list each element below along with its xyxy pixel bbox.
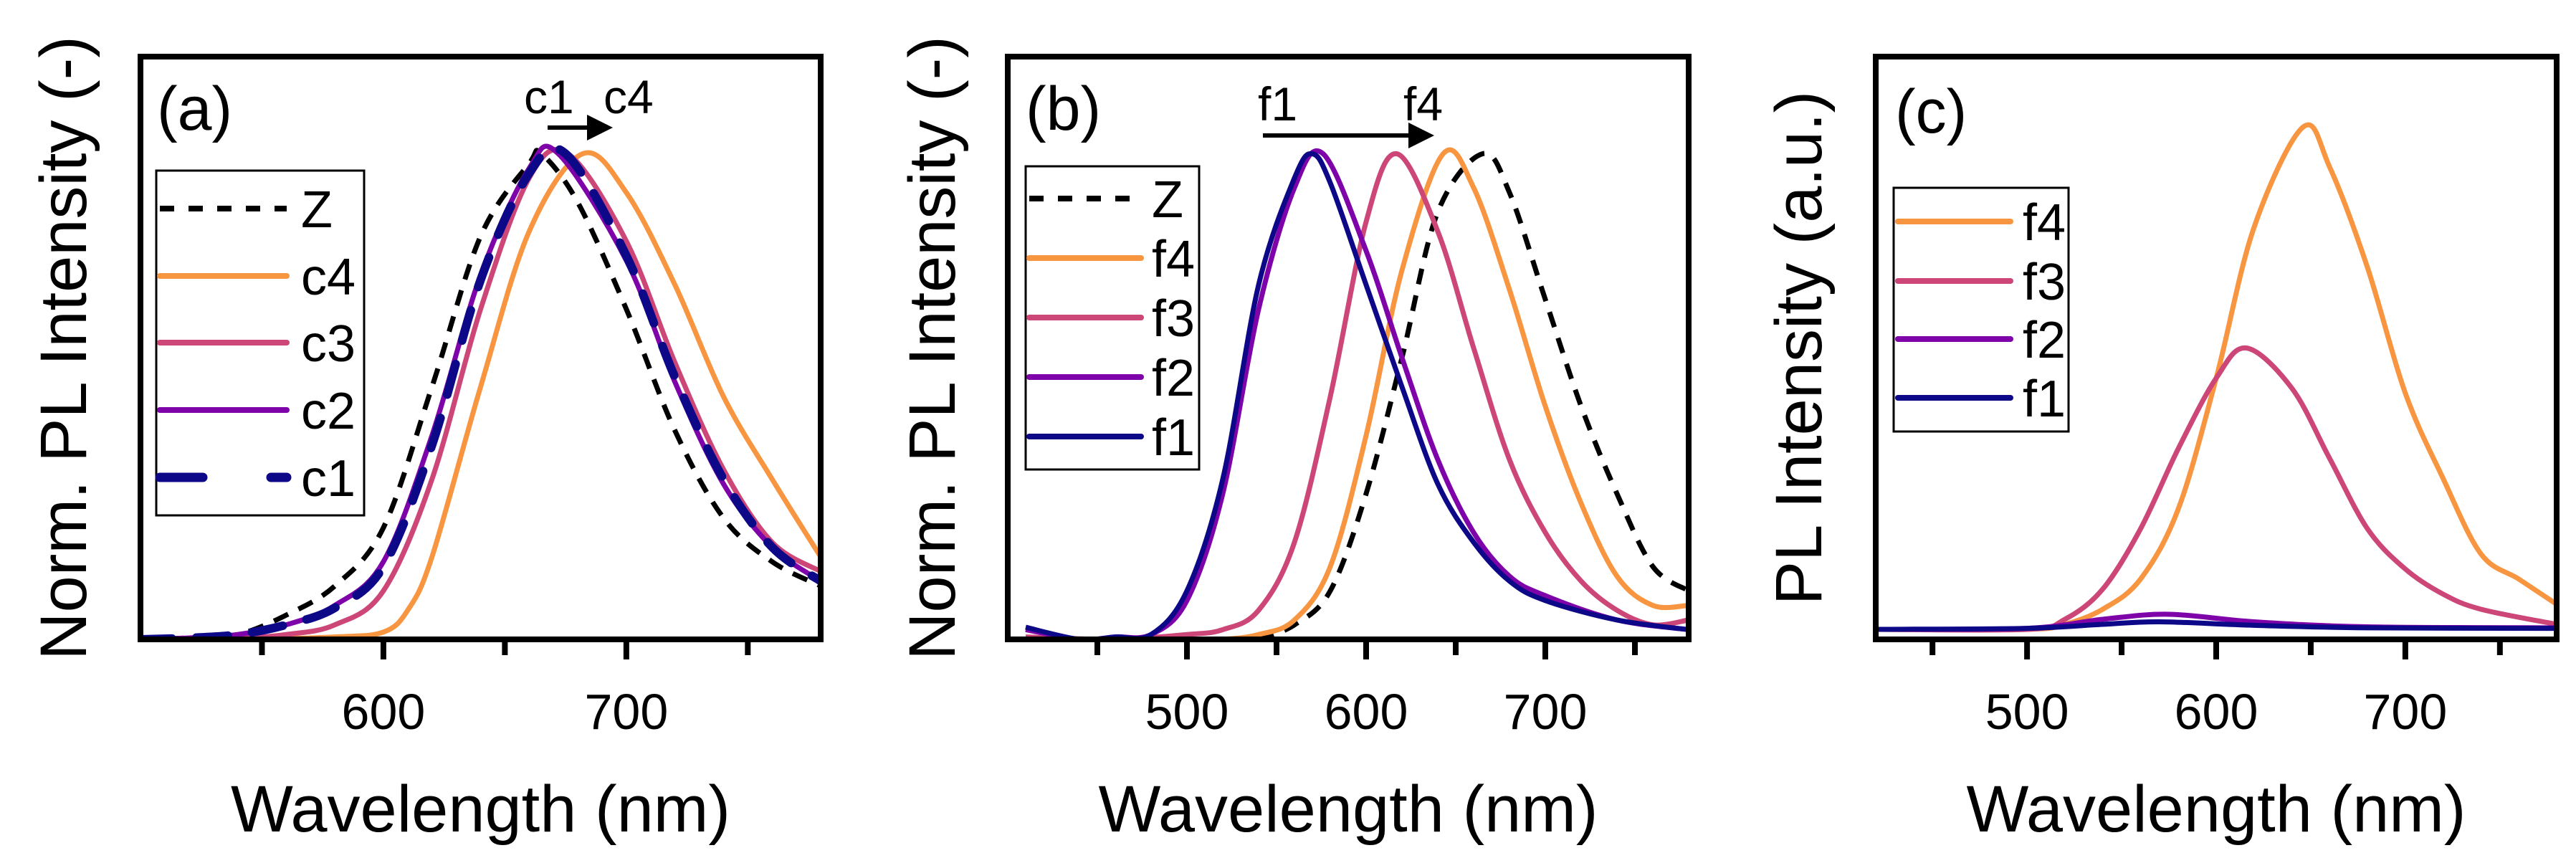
legend-label-c3: c3 <box>301 315 356 373</box>
legend-label-f1: f1 <box>2023 371 2066 428</box>
legend-label-c4: c4 <box>301 249 356 306</box>
x-tick-label: 500 <box>1985 684 2069 740</box>
series-line-f4 <box>1876 122 2557 633</box>
x-tick-label: 600 <box>2175 684 2258 740</box>
series-line-c1 <box>140 143 821 639</box>
panel-b: 500 600 700 Wavelength (nm) Norm. PL Intensi… <box>896 36 1692 846</box>
plot-frame <box>138 54 824 642</box>
x-axis-title: Wavelength (nm) <box>231 773 730 846</box>
legend-label-f2: f2 <box>1152 350 1195 407</box>
y-axis-title: Norm. PL Intensity (-) <box>27 36 100 660</box>
x-tick-label: 600 <box>342 684 426 740</box>
panel-label: (b) <box>1026 75 1101 143</box>
panel-label: (c) <box>1895 77 1967 146</box>
annotation-from-label: c1 <box>524 70 574 123</box>
y-axis-title: PL Intensity (a.u.) <box>1762 91 1836 606</box>
legend-label-f3: f3 <box>2023 254 2066 311</box>
series-line-Z <box>1257 151 1689 639</box>
x-tick-label: 700 <box>584 684 668 740</box>
legend-label-f4: f4 <box>1152 231 1195 288</box>
panel-label: (a) <box>157 75 232 143</box>
legend-label-f4: f4 <box>2023 194 2066 252</box>
series-line-f3 <box>1025 151 1689 639</box>
series-line-f1 <box>1876 619 2557 632</box>
series-line-f4 <box>1026 147 1689 639</box>
annotation-from-label: f1 <box>1258 77 1297 130</box>
legend-label-c2: c2 <box>301 383 356 440</box>
plot-area <box>1876 122 2557 633</box>
legend-label-Z: Z <box>1152 171 1183 229</box>
legend-label-f2: f2 <box>2023 312 2066 369</box>
x-tick-label: 700 <box>1504 684 1588 740</box>
x-tick-label: 500 <box>1145 684 1229 740</box>
panel-c: 500 600 700 Wavelength (nm) PL Intensity (a.… <box>1762 54 2560 846</box>
series-line-Z <box>140 148 821 639</box>
y-axis-title: Norm. PL Intensity (-) <box>896 36 969 660</box>
annotation-to-label: c4 <box>604 70 654 123</box>
x-tick-label: 700 <box>2363 684 2447 740</box>
series-line-f3 <box>1876 345 2557 633</box>
plot-frame <box>1005 54 1692 642</box>
x-tick-label: 600 <box>1325 684 1408 740</box>
x-axis-title: Wavelength (nm) <box>1966 773 2466 846</box>
legend-box <box>1892 186 2070 433</box>
series-line-f1 <box>1025 151 1689 639</box>
x-axis-title: Wavelength (nm) <box>1098 773 1598 846</box>
plot-area <box>1025 147 1689 639</box>
legend-label-f3: f3 <box>1152 290 1195 348</box>
panel-a: 600 700 Wavelength (nm) Norm. PL Intensity … <box>27 36 824 846</box>
annotation-to-label: f4 <box>1403 77 1443 130</box>
legend-label-Z: Z <box>301 181 333 239</box>
legend-label-c1: c1 <box>301 450 356 507</box>
legend: Zc4 c3 c2 c1 <box>155 169 366 517</box>
series-line-c3 <box>140 147 821 639</box>
legend-label-f1: f1 <box>1152 409 1195 467</box>
